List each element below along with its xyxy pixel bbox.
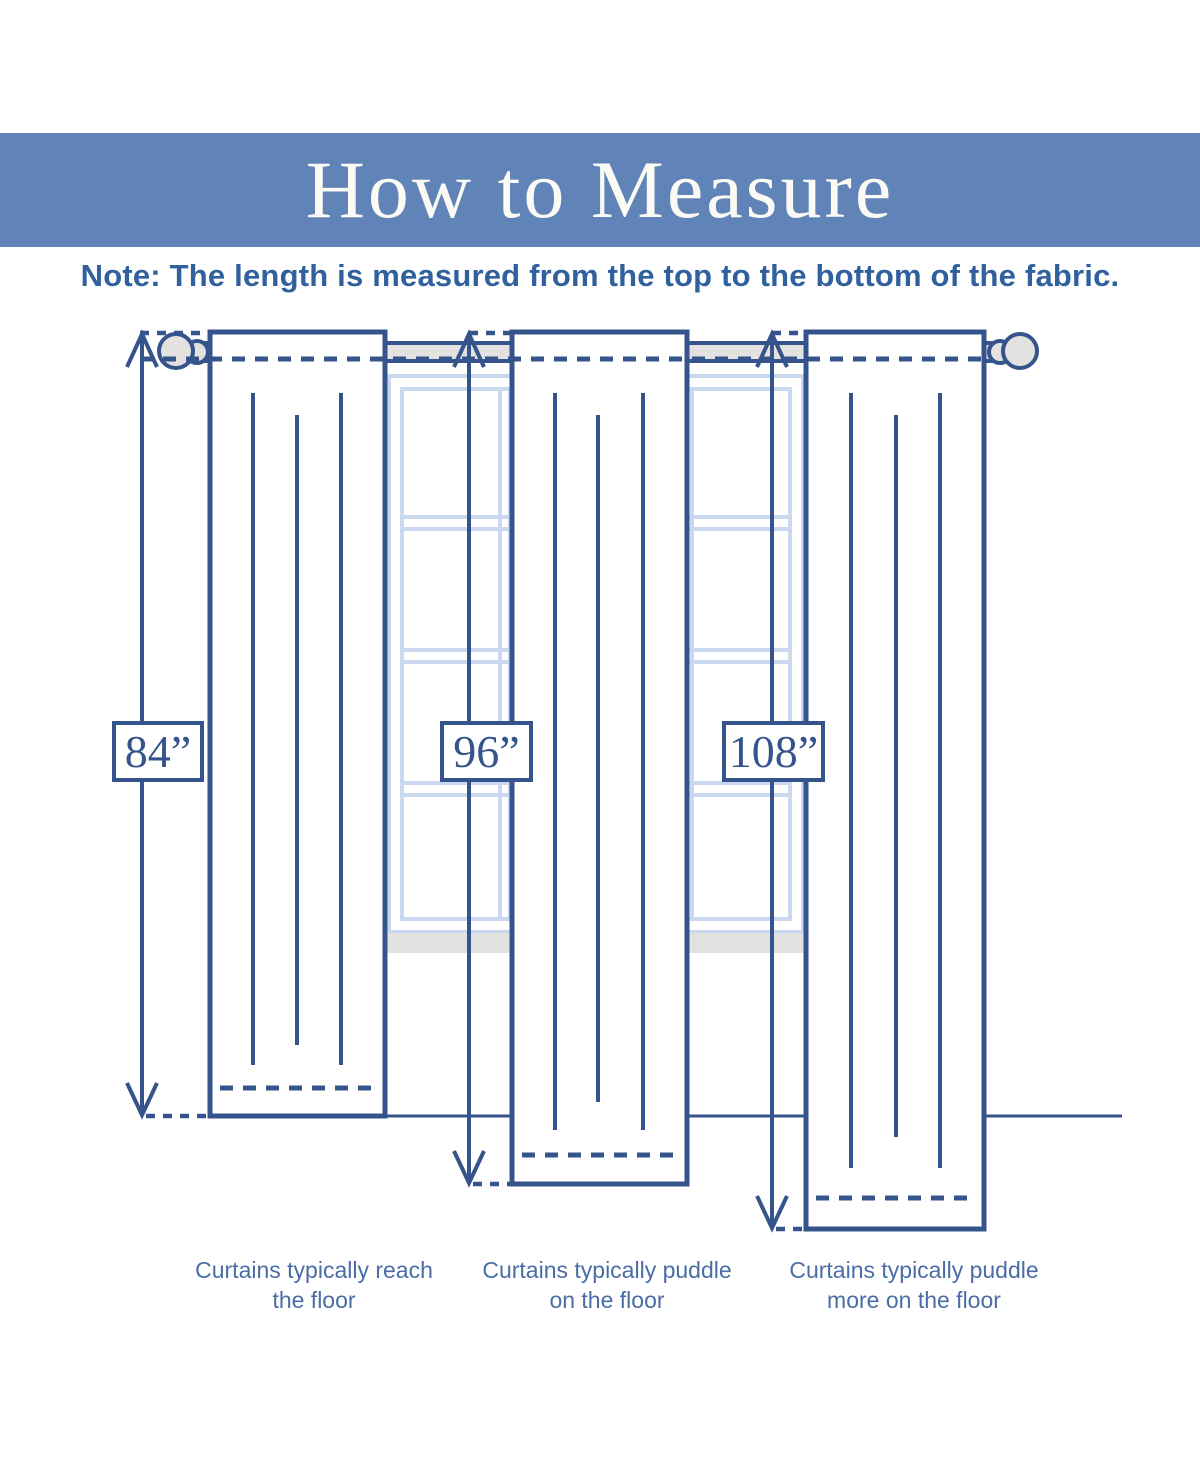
caption-84-line2: the floor (272, 1286, 356, 1313)
caption-108-line2: more on the floor (827, 1286, 1001, 1313)
caption-108: Curtains typically puddle more on the fl… (789, 1256, 1038, 1316)
caption-108-line1: Curtains typically puddle (789, 1257, 1039, 1283)
arrow-down-icon (125, 1082, 159, 1120)
caption-96-line1: Curtains typically puddle (482, 1257, 732, 1283)
banner: How to Measure (0, 133, 1200, 247)
caption-84: Curtains typically reach the floor (195, 1256, 433, 1316)
rod-finial-right-icon (1001, 332, 1039, 370)
caption-96: Curtains typically puddle on the floor (482, 1256, 731, 1316)
length-label-96: 96” (440, 721, 533, 782)
measurement-note: Note: The length is measured from the to… (80, 258, 1120, 293)
page-title: How to Measure (305, 144, 895, 235)
arrow-down-icon (452, 1150, 486, 1188)
caption-84-line1: Curtains typically reach (195, 1257, 433, 1283)
length-label-84: 84” (112, 721, 204, 782)
arrow-down-icon (755, 1195, 789, 1233)
curtain-panel-96 (509, 329, 690, 1187)
caption-96-line2: on the floor (549, 1286, 665, 1313)
length-label-108: 108” (722, 721, 825, 782)
rod-finial-left-icon (157, 332, 195, 370)
curtain-panel-84 (207, 329, 388, 1119)
curtain-panel-108 (803, 329, 987, 1232)
